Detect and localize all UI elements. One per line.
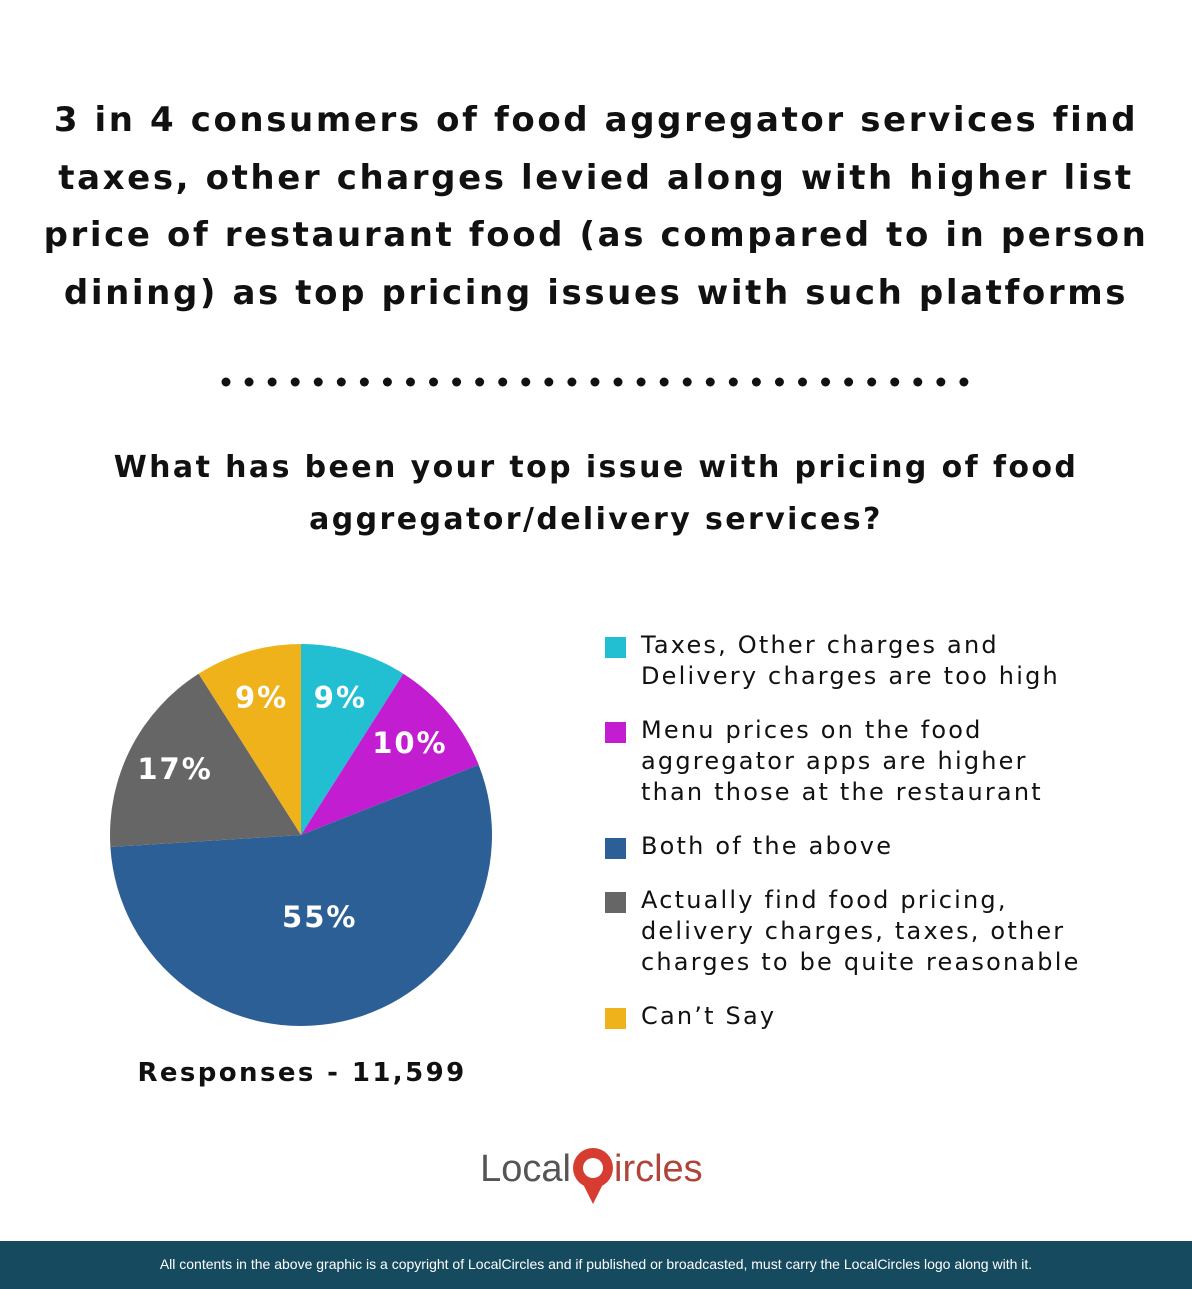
- subtitle: What has been your top issue with pricin…: [113, 450, 1079, 537]
- divider-dot: [313, 377, 323, 387]
- legend-label: Menu prices on the food aggregator apps …: [641, 716, 1043, 806]
- logo-icon-inner: [583, 1158, 603, 1178]
- divider-dot: [290, 377, 300, 387]
- divider-dot: [959, 377, 969, 387]
- divider-dot: [382, 377, 392, 387]
- divider-dot: [475, 377, 485, 387]
- divider-dot: [544, 377, 554, 387]
- divider: [221, 377, 969, 387]
- legend-label: Taxes, Other charges and Delivery charge…: [641, 631, 1060, 690]
- legend-item: Actually find food pricing, delivery cha…: [605, 885, 1105, 978]
- divider-dot: [267, 377, 277, 387]
- divider-dot: [498, 377, 508, 387]
- title: 3 in 4 consumers of food aggregator serv…: [43, 100, 1149, 313]
- slice-label: 9%: [235, 680, 288, 714]
- divider-dot: [821, 377, 831, 387]
- pie-slice: [110, 764, 492, 1026]
- divider-dot: [867, 377, 877, 387]
- divider-dot: [636, 377, 646, 387]
- legend-item: Both of the above: [605, 831, 1105, 862]
- divider-dot: [751, 377, 761, 387]
- logo: Local ircles: [480, 1148, 703, 1204]
- divider-dot: [221, 377, 231, 387]
- divider-dot: [936, 377, 946, 387]
- slice-label: 17%: [137, 752, 212, 786]
- divider-dot: [359, 377, 369, 387]
- legend-item: Can’t Say: [605, 1001, 1105, 1032]
- legend-swatch: [605, 892, 626, 913]
- legend-swatch: [605, 637, 626, 658]
- divider-dot: [567, 377, 577, 387]
- legend-swatch: [605, 838, 626, 859]
- divider-dot: [244, 377, 254, 387]
- divider-dot: [405, 377, 415, 387]
- divider-dot: [659, 377, 669, 387]
- pie-slice: [198, 644, 301, 835]
- logo-right: ircles: [614, 1148, 703, 1190]
- pie-slice: [109, 673, 301, 847]
- divider-dot: [913, 377, 923, 387]
- divider-dot: [521, 377, 531, 387]
- divider-dot: [774, 377, 784, 387]
- legend-swatch: [605, 722, 626, 743]
- divider-dot: [452, 377, 462, 387]
- pie: 9%10%55%17%9%: [109, 644, 492, 1026]
- legend-label: Can’t Say: [641, 1002, 777, 1030]
- footer: All contents in the above graphic is a c…: [0, 1241, 1192, 1289]
- legend-swatch: [605, 1008, 626, 1029]
- divider-dot: [590, 377, 600, 387]
- slice-label: 10%: [372, 726, 447, 760]
- slice-label: 9%: [314, 680, 367, 714]
- divider-dot: [890, 377, 900, 387]
- legend: Taxes, Other charges and Delivery charge…: [605, 630, 1105, 1055]
- divider-dot: [429, 377, 439, 387]
- divider-dot: [844, 377, 854, 387]
- slice-label: 55%: [282, 900, 357, 934]
- pie-slice: [301, 644, 404, 835]
- logo-pin: [583, 1184, 603, 1204]
- divider-dot: [728, 377, 738, 387]
- logo-left: Local: [480, 1148, 571, 1190]
- legend-label: Both of the above: [641, 832, 894, 860]
- legend-item: Menu prices on the food aggregator apps …: [605, 715, 1105, 808]
- pie-slice: [301, 673, 479, 835]
- divider-dot: [336, 377, 346, 387]
- divider-dot: [798, 377, 807, 387]
- legend-item: Taxes, Other charges and Delivery charge…: [605, 630, 1105, 692]
- divider-dot: [705, 377, 715, 387]
- divider-dot: [682, 377, 692, 387]
- divider-dot: [613, 377, 623, 387]
- legend-label: Actually find food pricing, delivery cha…: [641, 886, 1081, 976]
- chart: 9%10%55%17%9% Local ircles: [109, 377, 969, 1204]
- responses-note: Responses - 11,599: [137, 1058, 467, 1088]
